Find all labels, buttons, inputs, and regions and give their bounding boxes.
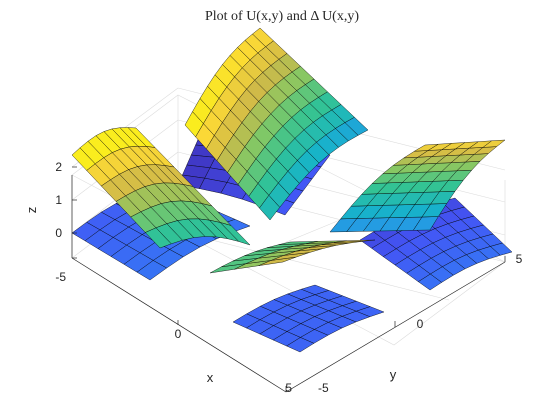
y-tick-label: 5 — [516, 252, 523, 266]
z-tick-label: 1 — [55, 193, 62, 207]
surface-face — [355, 306, 385, 317]
z-tick-label: 0 — [55, 226, 62, 240]
surfaces-group — [71, 27, 513, 353]
upper-surface-right — [329, 139, 506, 233]
x-tick-label: -5 — [55, 270, 66, 284]
upper-surface-front — [209, 239, 376, 274]
lower-surface-front — [232, 284, 385, 353]
surface-face — [490, 242, 513, 256]
surface-face — [334, 239, 376, 243]
surface-face — [482, 139, 506, 148]
x-tick-label: 5 — [285, 381, 292, 395]
z-axis-label: z — [24, 207, 39, 214]
surface-face — [344, 117, 369, 136]
y-axis-label: y — [390, 367, 397, 382]
y-tick-label: 0 — [417, 317, 424, 331]
upper-surface-center — [184, 27, 369, 221]
upper-surface-left — [71, 127, 251, 249]
z-tick-label: 2 — [55, 160, 62, 174]
chart-title: Plot of U(x,y) and Δ U(x,y) — [205, 9, 359, 24]
surface-face — [219, 222, 251, 246]
axes-lines — [71, 166, 506, 393]
y-tick-label: -5 — [318, 381, 329, 395]
x-tick-label: 0 — [175, 327, 182, 341]
x-axis-label: x — [207, 370, 214, 385]
